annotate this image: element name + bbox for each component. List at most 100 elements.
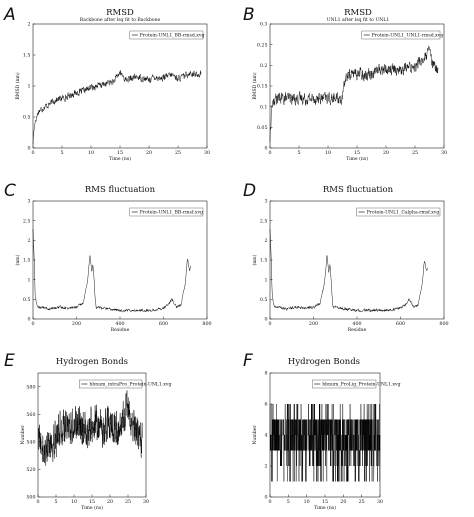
x-tick-label: 15 <box>89 499 95 505</box>
x-axis-label: Time (ns) <box>109 155 131 162</box>
panel-letter: F <box>243 351 253 371</box>
x-axis-label: Time (ns) <box>314 504 336 511</box>
x-tick-label: 15 <box>322 499 328 505</box>
y-tick-label: 0 <box>27 317 30 323</box>
y-tick-label: 1.5 <box>23 258 31 264</box>
data-series-line <box>269 45 439 142</box>
legend-box <box>129 207 204 217</box>
y-tick-label: 0.1 <box>260 104 268 110</box>
panel-letter: B <box>243 5 255 25</box>
chart-title: Hydrogen Bonds <box>56 357 128 367</box>
x-tick-label: 600 <box>396 321 405 327</box>
y-axis-label: Number <box>20 425 26 445</box>
x-tick-label: 0 <box>268 499 271 505</box>
x-tick-label: 20 <box>107 499 113 505</box>
y-tick-label: 580 <box>26 384 35 390</box>
data-series-line <box>32 70 202 145</box>
x-tick-label: 0 <box>31 321 34 327</box>
x-tick-label: 25 <box>125 499 131 505</box>
plot-frame <box>32 200 208 320</box>
y-tick-label: 2 <box>264 464 267 470</box>
y-axis-label: Number <box>252 425 258 445</box>
y-tick-label: 540 <box>26 440 35 446</box>
y-tick-label: 0.5 <box>260 297 268 303</box>
y-tick-label: 0.5 <box>23 115 31 121</box>
y-tick-label: 1.5 <box>23 53 31 59</box>
legend-box <box>361 30 441 40</box>
x-tick-label: 400 <box>352 321 361 327</box>
x-axis-label: Residue <box>111 327 130 333</box>
x-tick-label: 800 <box>439 321 448 327</box>
legend-label: hbnum_intraPro_Protein-UNL1.xvg <box>89 382 171 388</box>
plot-frame <box>269 23 445 149</box>
legend-label: Protein-UNL1_BB-rmsf.xvg <box>140 210 203 216</box>
y-axis-label: RMSD (nm) <box>251 72 258 100</box>
x-tick-label: 800 <box>202 321 211 327</box>
x-tick-label: 25 <box>412 150 418 156</box>
y-tick-label: 2.5 <box>260 218 268 224</box>
x-tick-label: 30 <box>441 150 447 156</box>
y-tick-label: 3 <box>27 199 30 205</box>
x-tick-label: 0 <box>268 150 271 156</box>
y-tick-label: 560 <box>26 412 35 418</box>
y-tick-label: 8 <box>264 371 267 377</box>
y-tick-label: 6 <box>264 402 267 408</box>
y-tick-label: 0 <box>264 317 267 323</box>
x-tick-label: 15 <box>354 150 360 156</box>
plot-frame <box>269 200 445 320</box>
chart-title: RMS fluctuation <box>85 185 156 195</box>
data-series-line <box>269 403 381 482</box>
panel-letter: A <box>3 5 16 25</box>
y-tick-label: 1 <box>27 84 30 90</box>
x-tick-label: 10 <box>71 499 77 505</box>
y-tick-label: 2.5 <box>23 218 31 224</box>
x-tick-label: 0 <box>31 150 34 156</box>
y-axis-label: (nm) <box>14 254 21 265</box>
x-tick-label: 20 <box>383 150 389 156</box>
legend-box <box>356 207 441 217</box>
y-tick-label: 0.05 <box>257 125 268 131</box>
x-tick-label: 5 <box>297 150 300 156</box>
x-tick-label: 5 <box>60 150 63 156</box>
x-axis-label: Time (ns) <box>81 504 103 511</box>
data-series-line <box>37 390 143 467</box>
y-tick-label: 4 <box>264 433 267 439</box>
panel-c: C RMS fluctuation 0 0.5 1 1.5 2 2.5 3 0 200 400 600 8… <box>4 181 212 333</box>
x-tick-label: 30 <box>204 150 210 156</box>
legend-box <box>79 379 143 389</box>
chart-title: RMS fluctuation <box>323 185 394 195</box>
panel-f: F Hydrogen Bonds 0 2 4 6 8 0 5 10 15 20 25 30 Time (ns… <box>243 351 401 511</box>
y-tick-label: 0.3 <box>260 22 268 28</box>
chart-subtitle: UNL1 after lsq fit to UNL1 <box>327 17 390 23</box>
x-tick-label: 200 <box>72 321 81 327</box>
x-tick-label: 10 <box>325 150 331 156</box>
y-tick-label: 1 <box>27 277 30 283</box>
y-tick-label: 2 <box>27 22 30 28</box>
x-tick-label: 30 <box>143 499 149 505</box>
legend-box <box>312 379 377 389</box>
y-tick-label: 0.25 <box>257 42 268 48</box>
plot-frame <box>32 23 208 149</box>
panel-letter: C <box>4 181 16 201</box>
y-tick-label: 0 <box>27 146 30 152</box>
y-axis-label: (nm) <box>251 254 258 265</box>
x-tick-label: 25 <box>175 150 181 156</box>
x-tick-label: 400 <box>115 321 124 327</box>
x-tick-label: 200 <box>309 321 318 327</box>
data-series-line <box>269 228 428 313</box>
panel-e: E Hydrogen Bonds 500 520 540 560 580 0 5 10 15 20 25… <box>4 351 171 511</box>
x-tick-label: 20 <box>340 499 346 505</box>
y-tick-label: 500 <box>26 495 35 501</box>
y-tick-label: 0.5 <box>23 297 31 303</box>
x-tick-label: 5 <box>287 499 290 505</box>
legend-label: Protein-UNL1_BB-rmsd.xvg <box>140 33 205 39</box>
y-axis-label: RMSD (nm) <box>14 72 21 100</box>
x-tick-label: 10 <box>304 499 310 505</box>
x-tick-label: 0 <box>268 321 271 327</box>
legend-label: Protein-UNL1_Calpha-rmsf.xvg <box>367 210 440 216</box>
x-axis-label: Time (ns) <box>346 155 368 162</box>
panel-letter: E <box>4 351 15 371</box>
